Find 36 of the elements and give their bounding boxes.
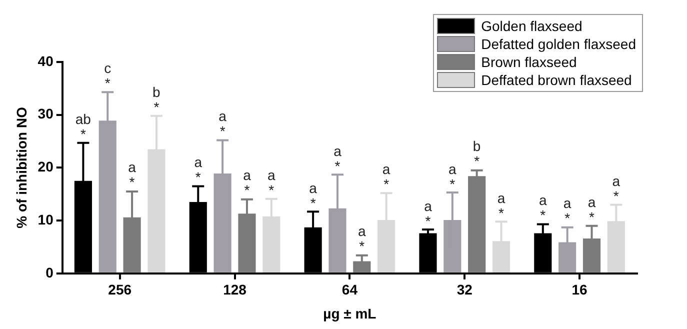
data-label: a *: [588, 194, 596, 225]
legend-label: Golden flaxseed: [481, 17, 582, 35]
data-label: a *: [309, 180, 317, 211]
x-tick-label: 128: [223, 282, 247, 298]
data-label: a *: [424, 198, 432, 229]
x-tick-label: 16: [572, 282, 588, 298]
data-label: a *: [497, 190, 506, 221]
data-label: a *: [267, 166, 276, 198]
data-label: ab *: [75, 110, 91, 142]
data-label: a *: [358, 223, 366, 254]
data-label: b *: [472, 138, 481, 170]
x-tick-label: 256: [108, 282, 132, 298]
y-tick-label: 40: [38, 52, 54, 69]
data-label: a *: [448, 160, 456, 192]
data-label: a *: [563, 195, 572, 226]
data-label: a *: [194, 154, 202, 186]
data-label: c *: [104, 60, 112, 92]
legend-label: Brown flaxseed: [481, 53, 577, 71]
legend-label: Defatted golden flaxseed: [481, 35, 636, 53]
legend-label: Deffated brown flaxseed: [481, 71, 632, 89]
y-tick-label: 20: [38, 158, 54, 175]
x-tick-label: 32: [456, 282, 473, 298]
y-axis-title: % of inhibition NO: [13, 106, 30, 228]
data-label: a *: [218, 108, 226, 140]
y-tick-label: 30: [38, 106, 54, 122]
data-label: b *: [152, 84, 160, 115]
y-tick-label: 10: [38, 211, 54, 228]
x-axis-title: µg ± mL: [323, 305, 377, 322]
data-label: a *: [334, 142, 342, 174]
y-tick-label: 0: [46, 264, 54, 280]
data-label: a *: [243, 167, 251, 198]
x-tick-label: 64: [342, 282, 358, 298]
data-label: a *: [382, 161, 390, 192]
data-label: a *: [128, 159, 136, 190]
data-label: a *: [538, 192, 547, 224]
data-label: a *: [612, 172, 620, 204]
